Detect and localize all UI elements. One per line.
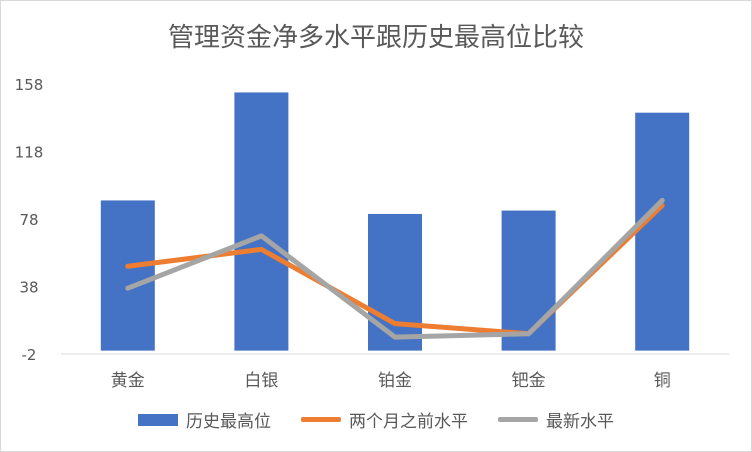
chart-legend: 历史最高位 两个月之前水平 最新水平 [1, 407, 751, 432]
y-tick-label-4: 158 [15, 76, 44, 94]
legend-swatch-bar [138, 413, 178, 426]
bar-2 [368, 213, 422, 351]
legend-item-bar: 历史最高位 [138, 407, 271, 432]
legend-label-latest: 最新水平 [546, 412, 614, 432]
legend-item-latest: 最新水平 [498, 407, 614, 432]
x-tick-label-2: 铂金 [378, 371, 412, 391]
chart-title: 管理资金净多水平跟历史最高位比较 [167, 23, 584, 53]
bar-1 [234, 92, 289, 351]
x-tick-label-0: 黄金 [111, 371, 145, 391]
x-tick-label-3: 钯金 [512, 371, 546, 391]
legend-label-bar: 历史最高位 [186, 412, 271, 432]
y-tick-label-2: 78 [19, 211, 38, 229]
legend-item-two-months: 两个月之前水平 [301, 407, 468, 432]
y-tick-label-1: 38 [19, 279, 38, 297]
bar-4 [635, 112, 690, 351]
bar-0 [100, 200, 155, 351]
legend-label-two-months: 两个月之前水平 [349, 412, 468, 432]
legend-swatch-latest [498, 417, 538, 422]
line-series-2 [125, 197, 665, 340]
y-tick-label-3: 118 [15, 144, 44, 162]
bar-3 [501, 210, 556, 351]
legend-swatch-two-months [301, 417, 341, 422]
chart-plot: -2 38 78 118 158 黄金 白银 铂金 钯金 铜 [15, 76, 729, 391]
x-tick-label-4: 铜 [654, 371, 671, 391]
x-tick-label-1: 白银 [244, 371, 278, 391]
y-tick-label-0: -2 [22, 346, 37, 364]
